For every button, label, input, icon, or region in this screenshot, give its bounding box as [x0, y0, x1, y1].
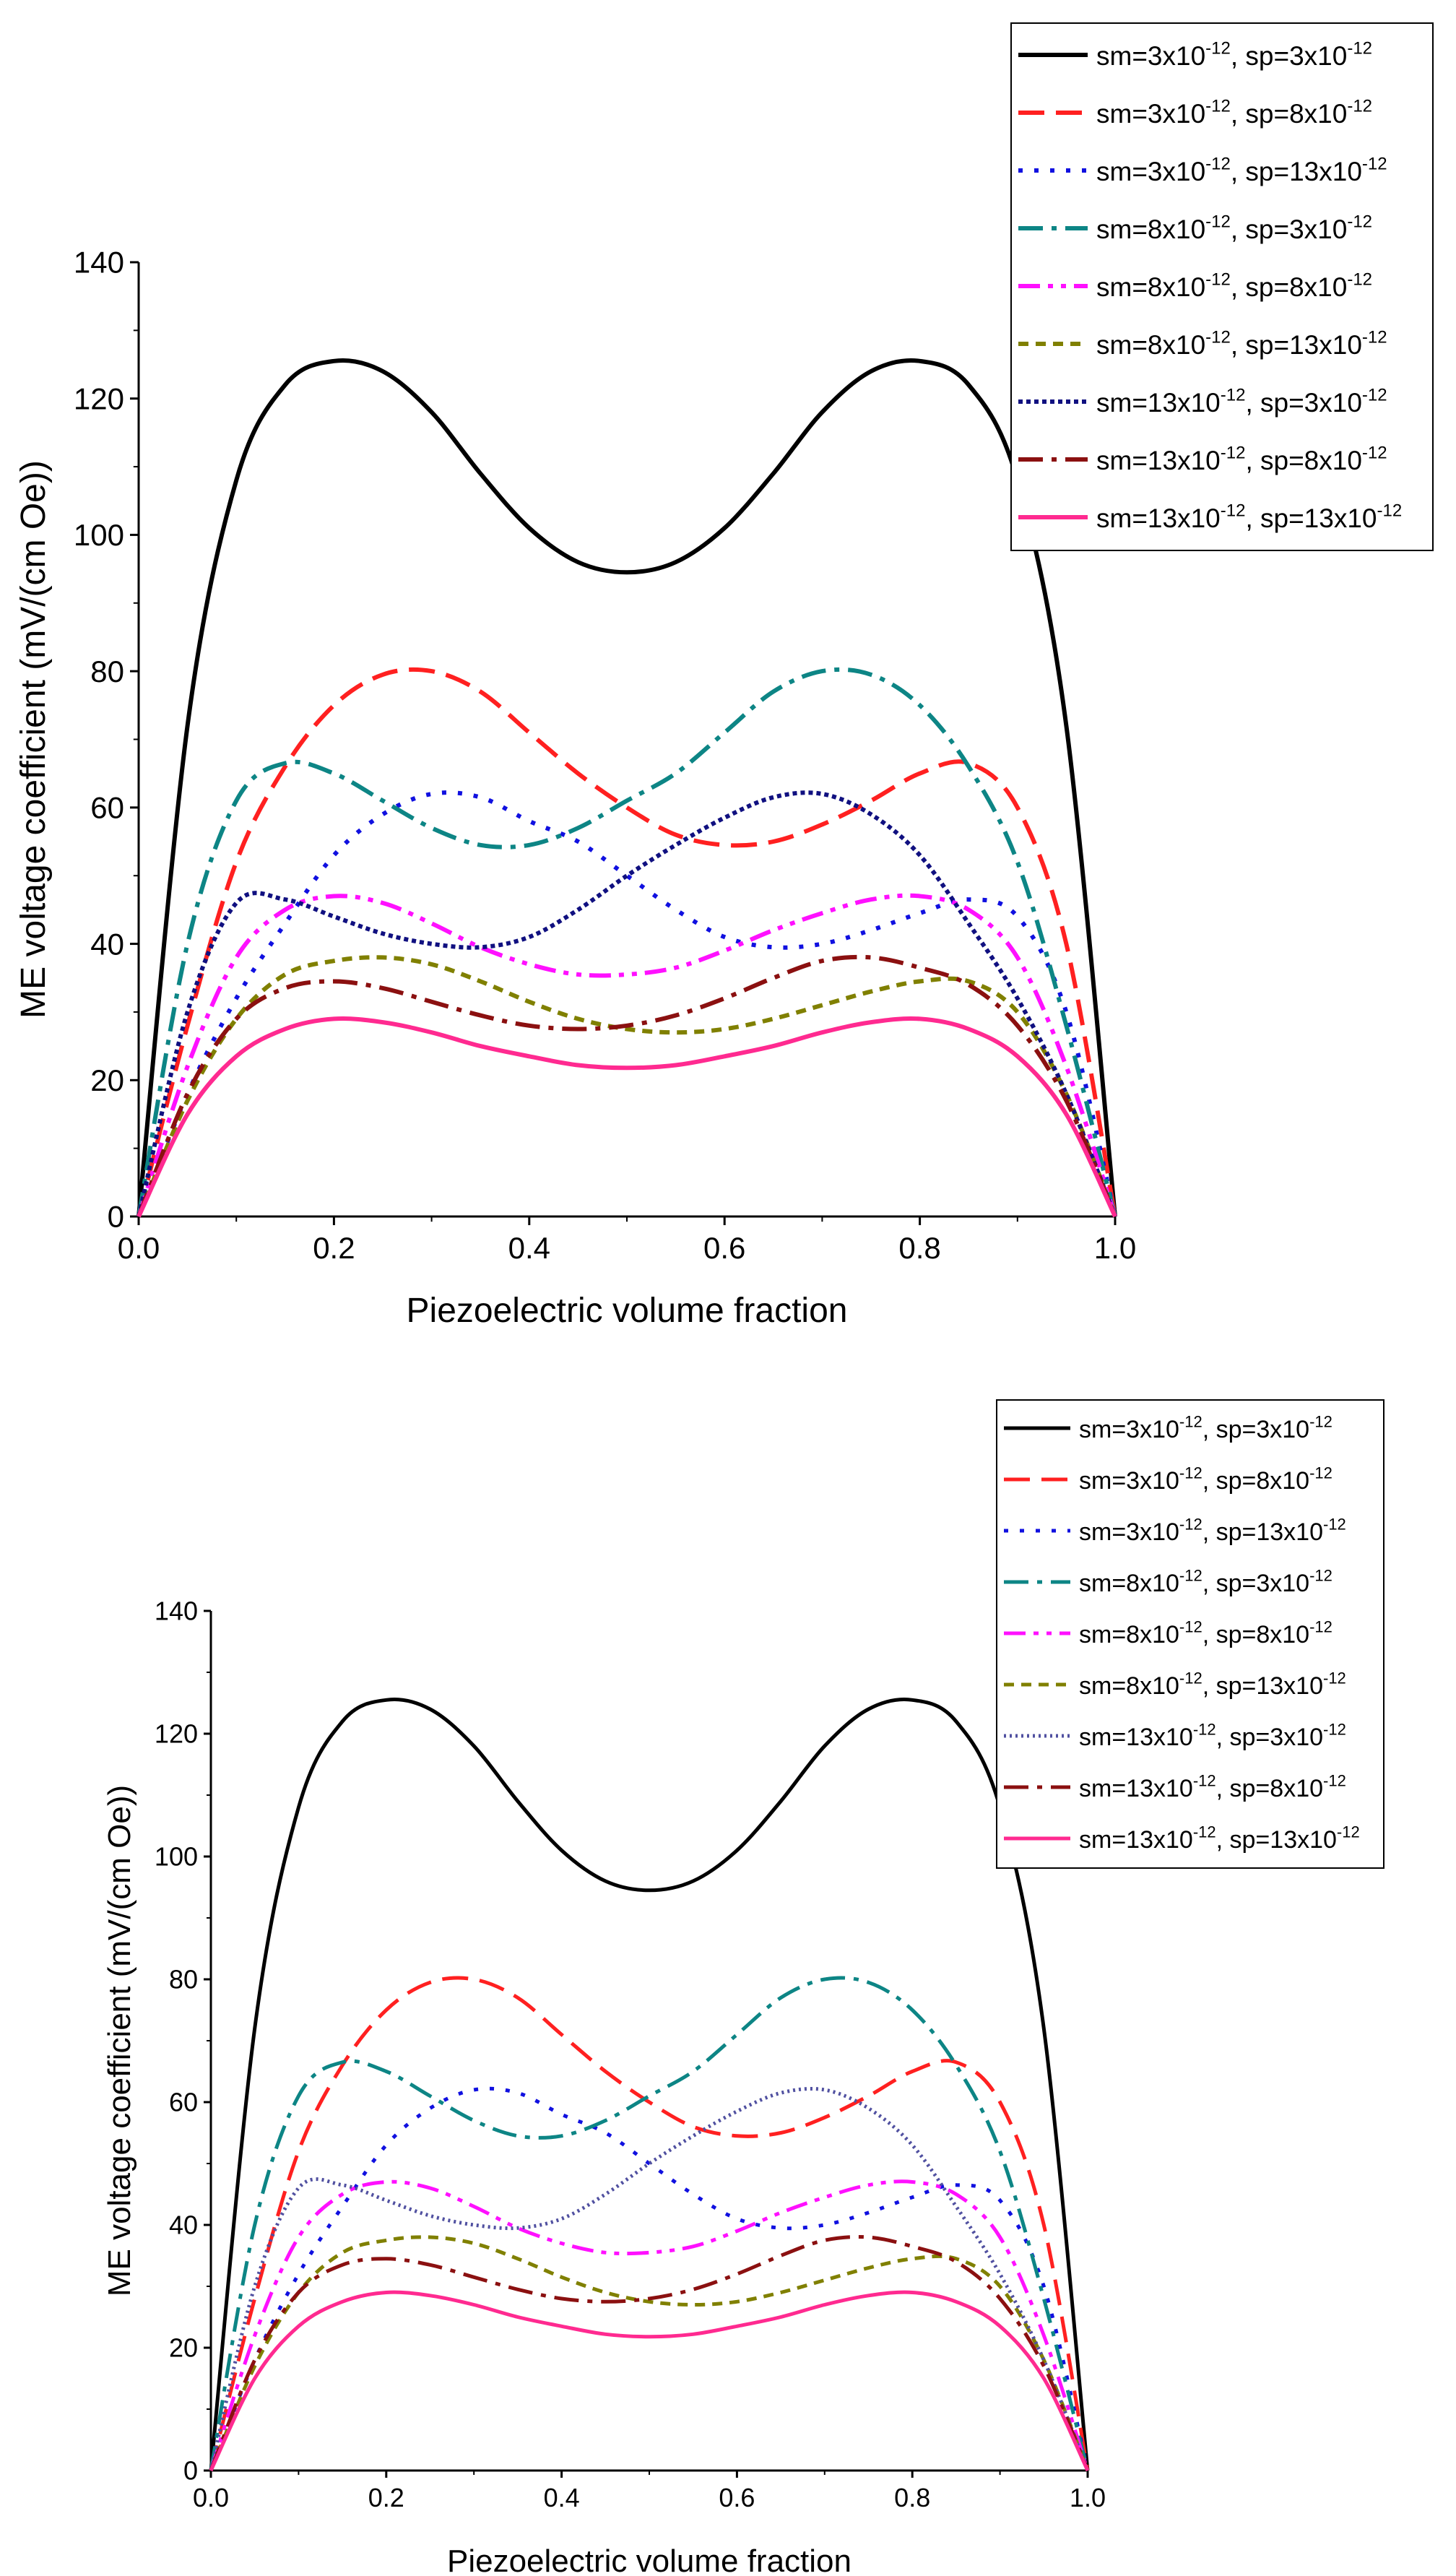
legend-label-9: sm=13x10-12, sp=13x10-12	[1096, 501, 1402, 534]
y-tick-label: 40	[169, 2210, 198, 2240]
y-tick-label: 120	[74, 381, 124, 415]
legend: sm=3x10-12, sp=3x10-12 sm=3x10-12, sp=8x1…	[1010, 22, 1434, 551]
x-tick-label: 1.0	[1070, 2483, 1106, 2512]
y-tick-label: 80	[169, 1965, 198, 1994]
y-tick-label: 20	[90, 1063, 124, 1097]
y-tick-label: 140	[74, 246, 124, 280]
series-line-1	[136, 358, 1117, 1217]
series-line-4	[136, 667, 1117, 1217]
legend-label-5: sm=8x10-12, sp=8x10-12	[1096, 270, 1372, 303]
x-tick-label: 1.0	[1094, 1231, 1136, 1265]
legend-label-5: sm=8x10-12, sp=8x10-12	[1079, 1618, 1332, 1648]
legend-label-6: sm=8x10-12, sp=13x10-12	[1079, 1669, 1346, 1700]
x-axis-title: Piezoelectric volume fraction	[447, 2543, 852, 2576]
chart-2: 0.0 0.2 0.4 0.6 0.8 1.0 0 20 40 60 80 100 120 140 Piez…	[102, 1399, 1384, 2576]
legend-label-3: sm=3x10-12, sp=13x10-12	[1096, 155, 1387, 187]
legend-label-8: sm=13x10-12, sp=8x10-12	[1096, 444, 1387, 476]
series-line-9	[136, 1016, 1117, 1218]
legend-label-9: sm=13x10-12, sp=13x10-12	[1079, 1823, 1360, 1854]
y-axis-title: ME voltage coefficient (mV/(cm Oe))	[102, 1785, 137, 2296]
legend: sm=3x10-12, sp=3x10-12 sm=3x10-12, sp=8x1…	[996, 1399, 1384, 1869]
legend-label-8: sm=13x10-12, sp=8x10-12	[1079, 1772, 1346, 1802]
y-tick-label: 60	[90, 791, 124, 825]
x-tick-label: 0.0	[118, 1231, 160, 1265]
series-line-3	[209, 2086, 1090, 2471]
x-tick-label: 0.6	[703, 1231, 745, 1265]
y-axis-title: ME voltage coefficient (mV/(cm Oe))	[14, 460, 53, 1019]
y-tick-label: 120	[155, 1719, 198, 1749]
x-tick-label: 0.2	[313, 1231, 355, 1265]
legend-label-6: sm=8x10-12, sp=13x10-12	[1096, 328, 1387, 360]
legend-label-7: sm=13x10-12, sp=3x10-12	[1079, 1721, 1346, 1751]
legend-label-4: sm=8x10-12, sp=3x10-12	[1079, 1567, 1332, 1597]
series-line-7	[136, 790, 1117, 1218]
y-tick-label: 0	[108, 1200, 124, 1234]
series-line-2	[209, 1976, 1090, 2471]
series-line-6	[209, 2235, 1090, 2471]
legend-label-3: sm=3x10-12, sp=13x10-12	[1079, 1516, 1346, 1546]
series-line-3	[136, 790, 1117, 1218]
legend-label-4: sm=8x10-12, sp=3x10-12	[1096, 212, 1372, 245]
legend-label-2: sm=3x10-12, sp=8x10-12	[1096, 97, 1372, 129]
series-line-6	[136, 955, 1117, 1218]
series-line-8	[136, 954, 1117, 1218]
legend-label-7: sm=13x10-12, sp=3x10-12	[1096, 386, 1387, 418]
series-line-2	[136, 667, 1117, 1217]
y-tick-label: 140	[155, 1596, 198, 1626]
y-tick-label: 60	[169, 2088, 198, 2117]
y-tick-label: 0	[183, 2456, 198, 2486]
x-tick-label: 0.0	[193, 2483, 229, 2512]
series-line-8	[209, 2234, 1090, 2471]
x-tick-label: 0.8	[894, 2483, 930, 2512]
series-line-5	[209, 2179, 1090, 2471]
x-tick-label: 0.4	[544, 2483, 580, 2512]
y-tick-label: 20	[169, 2333, 198, 2363]
x-tick-label: 0.2	[368, 2483, 404, 2512]
series-line-9	[209, 2290, 1090, 2472]
x-tick-label: 0.6	[719, 2483, 755, 2512]
x-tick-label: 0.8	[898, 1231, 940, 1265]
y-tick-label: 80	[90, 654, 124, 688]
series-line-1	[209, 1698, 1090, 2471]
legend-label-1: sm=3x10-12, sp=3x10-12	[1079, 1413, 1332, 1443]
x-tick-label: 0.4	[508, 1231, 550, 1265]
y-tick-label: 100	[155, 1842, 198, 1872]
series-line-4	[209, 1976, 1090, 2471]
legend-label-2: sm=3x10-12, sp=8x10-12	[1079, 1464, 1332, 1495]
chart-1: 0.0 0.2 0.4 0.6 0.8 1.0 0 20 40 60 80 100 120 140 Piez…	[14, 22, 1434, 1330]
legend-label-1: sm=3x10-12, sp=3x10-12	[1096, 39, 1372, 72]
y-tick-label: 100	[74, 518, 124, 552]
series-line-7	[209, 2086, 1090, 2471]
y-tick-label: 40	[90, 927, 124, 961]
series-line-5	[136, 893, 1117, 1217]
x-axis-title: Piezoelectric volume fraction	[407, 1292, 848, 1330]
